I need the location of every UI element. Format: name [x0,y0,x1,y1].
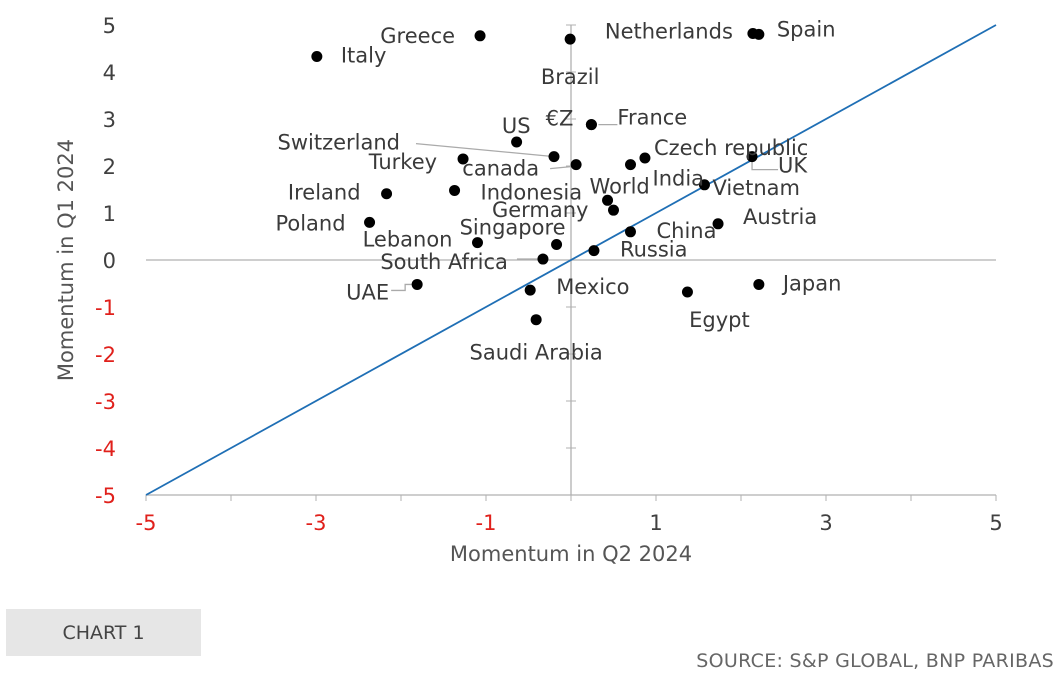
data-point [564,33,576,45]
scatter-chart: 5 4 3 2 1 0 -1 -2 -3 -4 -5 -5 -3 -1 1 3 5 Greece BrazilNe… [54,14,1003,566]
data-point [530,314,542,326]
data-point [608,204,619,216]
x-tick-label: -3 [306,511,327,535]
y-tick-label: -1 [95,296,116,320]
point-label: Turkey [368,150,437,174]
diagonal-reference-line [145,24,997,496]
data-point [472,237,483,249]
data-point [570,159,582,171]
data-point [537,253,549,265]
data-point [712,218,724,230]
data-point [381,188,393,200]
y-tick-label: 5 [103,14,116,38]
point-label: France [617,106,687,130]
y-axis-title: Momentum in Q1 2024 [54,139,78,381]
point-label: Greece [380,24,455,48]
point-label: China [657,219,717,243]
y-tick-label: -5 [95,484,116,508]
point-label: Singapore [460,215,566,239]
leader-lines [391,123,779,292]
point-label: UK [778,154,808,178]
point-label: Lebanon [363,228,453,252]
x-tick-label: 5 [989,511,1002,535]
chart-number-tag: CHART 1 [6,609,201,656]
y-tick-label: 4 [103,61,116,85]
data-points [311,27,765,326]
data-point [625,226,636,238]
data-point [511,136,523,148]
data-point [449,184,461,196]
point-label: Vietnam [712,176,800,200]
y-tick-label: 3 [103,108,116,132]
point-label: Saudi Arabia [470,341,603,365]
axes [145,24,997,501]
y-tick-label: -3 [95,390,116,414]
point-label: Switzerland [278,131,401,155]
y-tick-label: -2 [95,343,116,367]
x-axis-title: Momentum in Q2 2024 [450,542,692,566]
data-point [411,278,423,290]
data-point [698,179,710,191]
data-point [681,286,693,298]
point-label: Mexico [556,275,629,299]
y-tick-label: -4 [95,437,116,461]
tick-labels: 5 4 3 2 1 0 -1 -2 -3 -4 -5 -5 -3 -1 1 3 5 [95,14,1003,535]
point-label: canada [462,157,539,181]
data-point [746,151,758,163]
data-point [639,152,651,164]
x-tick-label: 1 [649,511,662,535]
leader-line [391,283,414,292]
x-tick-label: 3 [819,511,832,535]
point-label: Egypt [689,308,750,332]
point-label: Netherlands [605,19,733,43]
source-note: SOURCE: S&P GLOBAL, BNP PARIBAS [696,650,1054,672]
point-label: Russia [620,238,688,262]
data-point [524,284,536,296]
point-label: World [590,174,650,198]
point-label: Spain [777,17,836,41]
data-point [588,245,600,257]
point-label: Brazil [541,65,600,89]
data-point [753,278,765,290]
point-label: US [502,114,531,138]
leader-line [550,165,572,170]
data-point [753,28,765,40]
point-label: Czech republic [654,136,808,160]
point-label: UAE [346,280,389,304]
data-point [602,194,614,206]
data-point [551,238,563,250]
leader-line [415,142,555,158]
x-tick-label: -5 [136,511,157,535]
point-label: Poland [275,211,345,235]
data-point [625,159,636,171]
y-tick-label: 1 [103,202,116,226]
y-tick-label: 0 [103,249,116,273]
data-point [311,50,323,62]
y-tick-label: 2 [103,155,116,179]
point-label: Ireland [288,181,361,205]
point-label: Italy [341,43,387,67]
data-point [585,119,597,131]
data-point [457,153,469,165]
point-label: €Z [546,107,574,131]
data-point [474,30,486,42]
point-label: South Africa [380,250,508,274]
data-point [548,151,560,163]
data-point [364,216,376,228]
point-label: Japan [781,271,842,295]
x-tick-label: -1 [476,511,497,535]
point-label: Germany [492,198,589,222]
point-label: Indonesia [481,180,583,204]
point-label: Austria [743,205,817,229]
point-label: India [653,167,705,191]
leader-line [751,159,779,171]
